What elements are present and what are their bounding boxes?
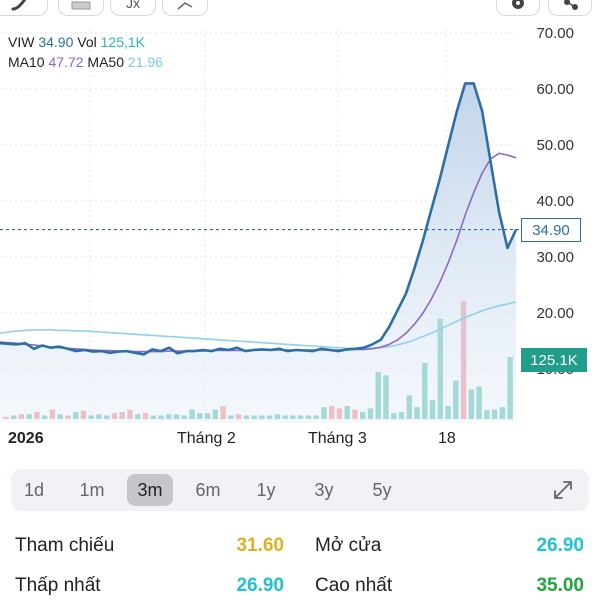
function-icon: Jx xyxy=(126,0,140,11)
brush-button[interactable] xyxy=(0,0,48,16)
legend-ma50-label: MA50 xyxy=(87,54,124,70)
legend-ma10: 47.72 xyxy=(48,54,84,70)
share-icon xyxy=(564,0,578,10)
stat-ref-label: Tham chiếu xyxy=(15,535,115,556)
x-label-mar: Tháng 3 xyxy=(308,430,367,447)
stat-low-label: Thấp nhất xyxy=(15,575,101,596)
settings-button[interactable] xyxy=(496,0,540,16)
share-button[interactable] xyxy=(548,0,592,16)
x-label-18: 18 xyxy=(438,430,456,447)
range-6m[interactable]: 6m xyxy=(195,479,221,500)
trend-button[interactable] xyxy=(162,0,208,16)
fullscreen-button[interactable] xyxy=(551,478,575,502)
stat-ref-value: 31.60 xyxy=(236,535,284,556)
legend-vol: 125,1K xyxy=(100,34,146,50)
range-1d[interactable]: 1d xyxy=(23,479,45,500)
current-volume-badge: 125.1K xyxy=(521,348,587,372)
range-3y[interactable]: 3y xyxy=(314,479,334,500)
x-label-year: 2026 xyxy=(8,430,44,447)
legend-price: 34.90 xyxy=(38,34,74,50)
legend-ma50: 21.96 xyxy=(127,54,163,70)
rectangle-tool-button[interactable] xyxy=(58,0,104,16)
expand-icon xyxy=(554,481,572,499)
rectangle-icon xyxy=(71,1,91,10)
function-button[interactable]: Jx xyxy=(110,0,156,16)
range-5y[interactable]: 5y xyxy=(372,479,392,500)
chart-toolbar: Jx xyxy=(0,0,600,18)
y-tick-label: 40.00 xyxy=(536,193,574,210)
price-area xyxy=(0,83,516,423)
range-1y[interactable]: 1y xyxy=(256,479,276,500)
y-tick-label: 50.00 xyxy=(536,137,574,154)
stat-open-value: 26.90 xyxy=(536,535,584,556)
y-tick-label: 60.00 xyxy=(536,81,574,98)
legend-row-ma: MA10 47.72 MA50 21.96 xyxy=(8,52,163,72)
x-label-feb: Tháng 2 xyxy=(177,430,236,447)
current-price-badge: 34.90 xyxy=(521,218,581,242)
stat-high-label: Cao nhất xyxy=(315,575,393,596)
settings-icon xyxy=(512,0,524,9)
stat-low-value: 26.90 xyxy=(236,575,284,596)
legend-ticker: VIW xyxy=(8,34,35,50)
ma50-line xyxy=(0,301,517,350)
legend-vol-label: Vol xyxy=(77,34,97,50)
stat-open-label: Mở cửa xyxy=(315,535,382,556)
range-3m[interactable]: 3m xyxy=(127,474,173,506)
brush-icon xyxy=(11,0,27,11)
price-line xyxy=(0,82,518,356)
legend-ma10-label: MA10 xyxy=(8,54,45,70)
stat-high-value: 35.00 xyxy=(536,575,584,596)
y-tick-label: 30.00 xyxy=(536,249,574,266)
y-tick-label: 70.00 xyxy=(536,25,574,42)
range-1m[interactable]: 1m xyxy=(79,479,105,500)
chart-legend: VIW 34.90 Vol 125,1K MA10 47.72 MA50 21.… xyxy=(8,32,163,72)
y-tick-label: 20.00 xyxy=(536,305,574,322)
trend-icon xyxy=(177,2,193,10)
legend-row-price: VIW 34.90 Vol 125,1K xyxy=(8,32,163,52)
range-selector: 1d 1m 3m 6m 1y 3y 5y xyxy=(11,469,589,511)
